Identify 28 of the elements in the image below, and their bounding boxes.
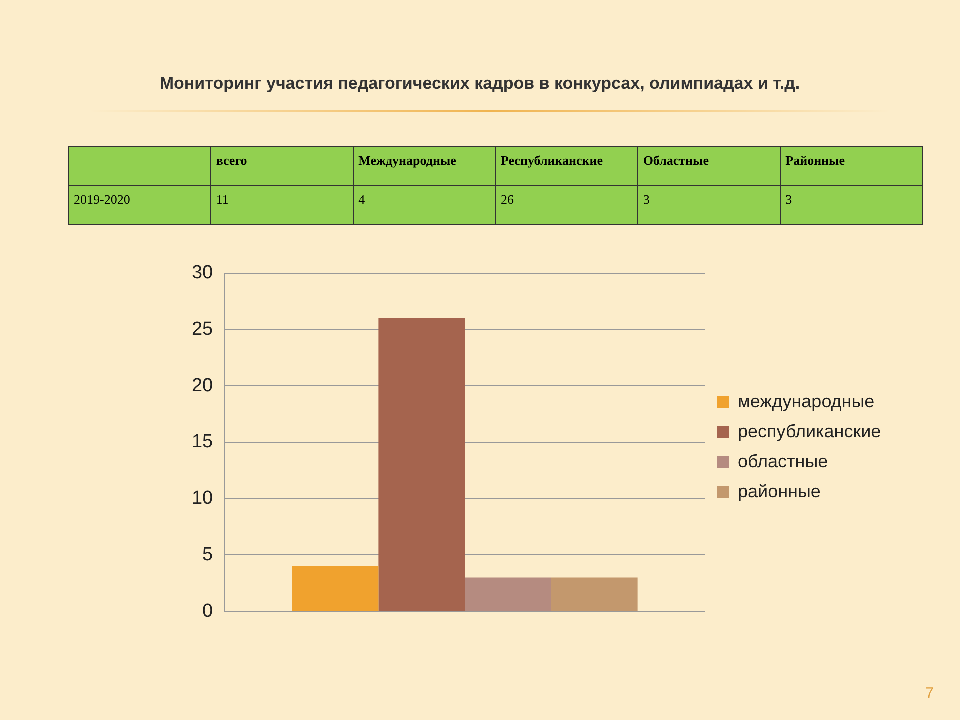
text: 3 [638, 186, 780, 224]
text: 7 [926, 685, 934, 702]
text: Областные [638, 146, 780, 186]
text: всего [210, 146, 354, 186]
legend-label: областные [738, 451, 828, 472]
y-tick-label: 10 [192, 488, 214, 510]
text: 4 [353, 186, 496, 224]
legend-label: республиканские [738, 421, 882, 442]
text: 2019-2020 [68, 186, 211, 224]
y-tick-label: 0 [202, 600, 214, 622]
text: Республиканские [495, 146, 638, 186]
y-tick-label: 25 [192, 319, 214, 340]
y-tick-label: 20 [192, 375, 214, 396]
y-tick-label: 5 [202, 544, 214, 566]
bar [551, 578, 638, 612]
bar [378, 318, 466, 612]
legend-label: международные [738, 391, 875, 412]
bar [465, 578, 552, 612]
text: Международные [353, 146, 496, 186]
legend-label: районные [738, 481, 821, 502]
y-tick-label: 15 [192, 432, 214, 453]
chart-title: Мониторинг участия педагогических кадров в конкурсах, олимпиадах и т.д. [158, 74, 802, 94]
bar [292, 566, 379, 612]
text: 11 [210, 186, 354, 224]
text: 26 [495, 186, 638, 224]
y-tick-label: 30 [192, 262, 214, 284]
text: Районные [780, 146, 922, 186]
text: 3 [780, 186, 922, 224]
